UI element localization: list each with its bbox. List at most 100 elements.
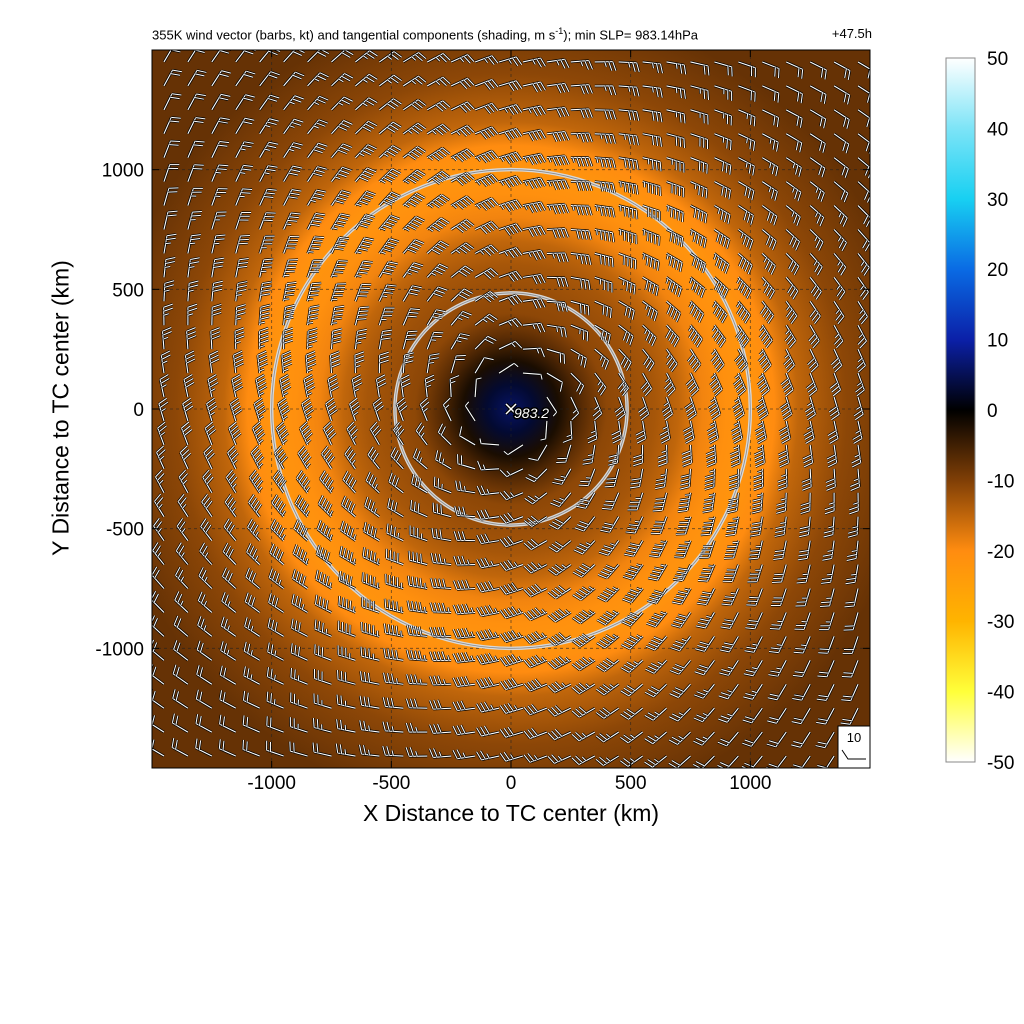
- wind-barb: [265, 716, 285, 734]
- wind-barb: [282, 94, 305, 111]
- barb-flag: [152, 615, 156, 623]
- wind-barb: [162, 302, 174, 326]
- barb-flag: [171, 737, 175, 748]
- barb-flag: [252, 421, 261, 429]
- wind-barb: [306, 327, 318, 350]
- wind-barb: [282, 164, 303, 183]
- barb-flag: [236, 312, 246, 316]
- wind-barb: [306, 281, 322, 302]
- barb-flag: [228, 473, 236, 482]
- wind-barb: [162, 116, 181, 135]
- wind-barb: [247, 493, 263, 518]
- barb-flag: [209, 354, 219, 360]
- barb-flag: [196, 640, 201, 650]
- barb-flag: [244, 117, 255, 121]
- barb-flag: [199, 542, 205, 552]
- barb-flag: [220, 93, 231, 97]
- barb-half: [226, 649, 230, 655]
- barb-flag: [212, 303, 222, 308]
- barb-flag: [239, 238, 249, 241]
- wind-barb: [267, 592, 285, 614]
- barb-flag: [233, 409, 243, 416]
- barb-flag: [436, 503, 439, 514]
- barb-flag: [276, 421, 284, 429]
- barb-flag: [306, 351, 316, 356]
- wind-barb: [152, 541, 165, 566]
- barb-flag: [280, 405, 289, 412]
- wind-barb: [152, 688, 165, 710]
- barb-flag: [194, 73, 205, 77]
- barb-flag: [268, 141, 279, 145]
- barb-flag: [177, 593, 183, 604]
- barb-flag: [246, 543, 252, 553]
- barb-flag-outline: [148, 738, 150, 747]
- barb-half: [232, 483, 237, 488]
- barb-flag: [301, 425, 310, 433]
- wind-barb: [254, 373, 268, 398]
- barb-flag: [157, 473, 165, 481]
- barb-flag: [236, 308, 246, 312]
- wind-barb: [210, 303, 222, 326]
- barb-flag: [243, 641, 247, 652]
- barb-flag: [319, 95, 329, 101]
- barb-flag: [236, 304, 246, 308]
- barb-flag: [260, 308, 271, 312]
- barb-flag: [157, 449, 166, 457]
- barb-flag: [316, 719, 319, 729]
- barb-half: [162, 360, 168, 364]
- barb-flag: [284, 316, 294, 320]
- wind-barb: [186, 279, 199, 302]
- barb-flag: [179, 521, 186, 530]
- barb-flag: [296, 470, 303, 479]
- barb-flag: [407, 330, 418, 333]
- wind-barb: [197, 591, 213, 614]
- barb-flag: [255, 503, 262, 513]
- barb-half: [283, 298, 290, 300]
- barb-flag: [254, 425, 262, 433]
- barb-flag: [255, 401, 264, 408]
- barb-flag: [210, 327, 220, 332]
- barb-half: [209, 411, 215, 416]
- wind-barb: [290, 618, 309, 638]
- wind-barb: [172, 639, 189, 662]
- wind-barb: [177, 493, 189, 518]
- barb-half: [281, 510, 286, 516]
- wind-barb: [251, 421, 266, 446]
- barb-flag: [260, 316, 270, 320]
- barb-half: [235, 341, 241, 344]
- barb-half: [307, 368, 313, 372]
- barb-flag: [190, 257, 200, 261]
- barb-flag: [154, 569, 160, 579]
- wind-barb: [152, 590, 165, 614]
- barb-flag: [291, 189, 302, 192]
- barb-half: [289, 148, 295, 152]
- barb-shaft: [211, 50, 221, 63]
- wind-barb: [271, 494, 287, 518]
- wind-barb: [269, 518, 286, 542]
- barb-flag: [266, 145, 277, 149]
- wind-barb: [234, 93, 256, 111]
- barb-flag: [244, 50, 254, 55]
- wind-barb: [290, 643, 309, 662]
- barb-flag: [243, 97, 253, 101]
- barb-half: [464, 485, 466, 492]
- barb-flag: [245, 567, 250, 578]
- barb-flag: [159, 374, 169, 380]
- barb-flag: [242, 188, 253, 191]
- wind-barb: [223, 518, 237, 542]
- barb-flag: [292, 544, 298, 554]
- wind-barb: [282, 211, 301, 231]
- barb-flag: [219, 73, 229, 77]
- barb-flag: [300, 500, 306, 510]
- barb-flag: [195, 117, 206, 120]
- barb-flag: [213, 280, 223, 284]
- barb-flag: [290, 192, 300, 196]
- barb-flag: [224, 594, 229, 604]
- barb-flag: [212, 307, 222, 312]
- barb-half: [182, 503, 187, 509]
- barb-half: [264, 148, 270, 151]
- barb-flag: [297, 646, 301, 657]
- barb-flag: [189, 261, 200, 264]
- barb-flag: [294, 669, 296, 679]
- barb-flag-outline: [152, 688, 154, 693]
